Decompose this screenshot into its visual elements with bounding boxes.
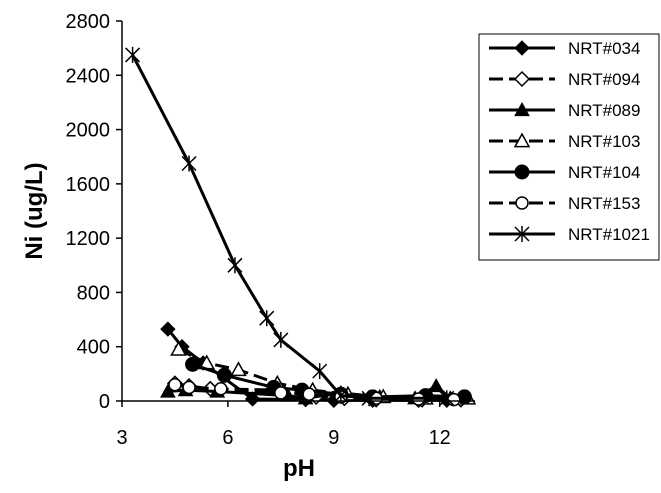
- legend-entry: NRT#104: [489, 163, 640, 182]
- legend-marker: [514, 164, 530, 180]
- x-tick-label: 6: [222, 427, 233, 449]
- data-point: [361, 390, 377, 407]
- data-point: [439, 390, 455, 407]
- data-point: [185, 356, 201, 372]
- legend-label: NRT#153: [568, 194, 640, 213]
- y-tick-label: 2400: [66, 65, 111, 87]
- legend-label: NRT#089: [568, 101, 640, 120]
- data-point: [259, 310, 275, 327]
- y-axis-ticks: 0 400 800 1200 1600 2000 2400 2800: [66, 11, 122, 413]
- x-axis-title: pH: [283, 455, 315, 482]
- data-point: [428, 378, 445, 393]
- legend-label: NRT#104: [568, 163, 640, 182]
- data-point: [312, 363, 328, 380]
- legend: NRT#034 NRT#094 NRT#089 NRT#103 NRT#104 NRT#1…: [478, 33, 660, 261]
- legend-label: NRT#094: [568, 70, 640, 89]
- y-axis-title: Ni (ug/L): [21, 162, 48, 259]
- legend-label: NRT#1021: [568, 225, 650, 244]
- legend-entry: NRT#034: [489, 39, 640, 58]
- series-nrt1021: [125, 46, 455, 407]
- legend-entry: NRT#1021: [489, 225, 650, 244]
- x-tick-label: 9: [328, 427, 339, 449]
- y-tick-label: 2000: [66, 120, 111, 142]
- legend-entry: NRT#103: [489, 132, 640, 151]
- data-point: [230, 361, 247, 377]
- legend-entry: NRT#094: [489, 70, 640, 89]
- legend-entry: NRT#089: [489, 101, 640, 120]
- y-tick-label: 2800: [66, 11, 111, 33]
- x-tick-label: 3: [116, 427, 127, 449]
- legend-marker: [514, 40, 530, 56]
- legend-marker: [514, 226, 530, 242]
- legend-label: NRT#034: [568, 39, 640, 58]
- y-tick-label: 800: [77, 282, 110, 304]
- y-tick-label: 400: [77, 337, 110, 359]
- x-tick-label: 12: [429, 427, 451, 449]
- legend-marker: [515, 196, 529, 210]
- data-point: [181, 155, 197, 172]
- data-point: [227, 257, 243, 274]
- data-point: [274, 386, 288, 400]
- legend-label: NRT#103: [568, 132, 640, 151]
- data-point: [216, 367, 232, 383]
- data-point: [302, 387, 316, 401]
- legend-marker: [513, 70, 531, 88]
- y-tick-label: 1600: [66, 174, 111, 196]
- legend-entry: NRT#153: [489, 194, 640, 213]
- legend-box: [478, 33, 660, 261]
- y-tick-label: 1200: [66, 228, 111, 250]
- plot-area: [125, 46, 477, 409]
- y-tick-label: 0: [99, 391, 110, 413]
- data-point: [244, 391, 261, 407]
- legend-marker: [514, 101, 530, 117]
- data-point: [160, 321, 176, 337]
- x-axis-ticks: 3 6 9 12: [116, 401, 451, 449]
- data-point: [168, 377, 182, 392]
- data-point: [182, 380, 196, 395]
- data-point: [160, 383, 176, 398]
- data-point: [214, 382, 228, 396]
- data-point: [170, 340, 187, 356]
- legend-marker: [513, 132, 531, 148]
- data-point: [125, 46, 141, 63]
- data-point: [273, 331, 289, 348]
